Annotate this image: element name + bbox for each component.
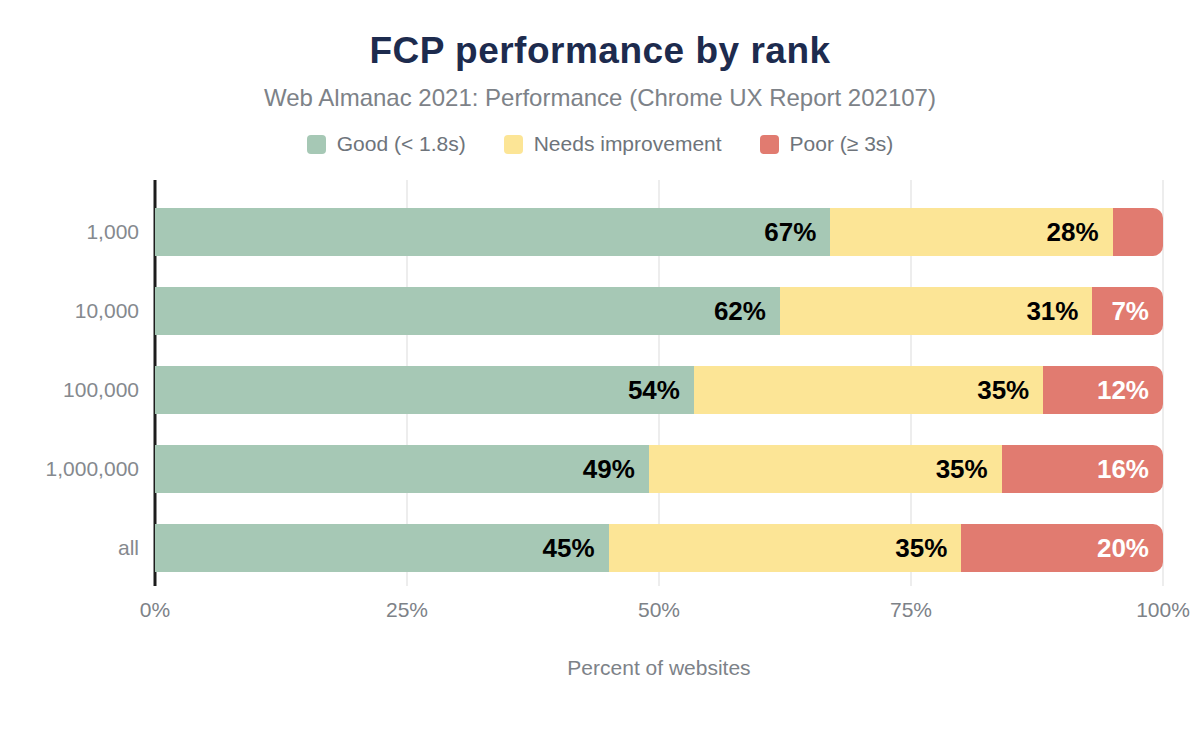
bar-segment: 16% (1002, 445, 1163, 493)
bar-segment: 45% (155, 524, 609, 572)
plot-area: 67% 28% 62% 31% 7% 54% 35% 12% 49% 35% 16% 45% 35% 20… (155, 180, 1163, 586)
x-axis-tick-label: 100% (1136, 598, 1190, 622)
legend-swatch-icon (760, 135, 779, 154)
bar-segment: 67% (155, 208, 830, 256)
x-axis-tick-label: 75% (890, 598, 932, 622)
bar-segment-label: 54% (628, 375, 694, 406)
bar-row: 54% 35% 12% (155, 366, 1163, 414)
bar-segment-label: 49% (583, 454, 649, 485)
x-axis-title: Percent of websites (155, 656, 1163, 680)
bar-segment: 12% (1043, 366, 1163, 414)
legend-item-label: Needs improvement (534, 132, 722, 156)
bar-segment: 35% (609, 524, 962, 572)
y-axis-label: 10,000 (0, 287, 155, 335)
bar-row: 67% 28% (155, 208, 1163, 256)
bar-segment: 35% (649, 445, 1002, 493)
bar-segment-label: 35% (936, 454, 1002, 485)
legend-item: Poor (≥ 3s) (760, 132, 894, 156)
chart-card: FCP performance by rank Web Almanac 2021… (0, 0, 1200, 742)
y-axis-label: 1,000,000 (0, 445, 155, 493)
y-axis-label: 100,000 (0, 366, 155, 414)
legend: Good (< 1.8s) Needs improvement Poor (≥ 3s… (0, 132, 1200, 156)
bar-segment-label: 12% (1097, 375, 1163, 406)
legend-swatch-icon (504, 135, 523, 154)
bar-segment-label: 20% (1097, 533, 1163, 564)
bar-segment: 54% (155, 366, 694, 414)
bar-segment-label: 45% (543, 533, 609, 564)
bar-segment-label: 16% (1097, 454, 1163, 485)
y-axis-labels: 1,000 10,000 100,000 1,000,000 all (0, 180, 155, 586)
y-axis-label: 1,000 (0, 208, 155, 256)
bar-segment (1113, 208, 1163, 256)
bar-segment: 31% (780, 287, 1092, 335)
bar-segment: 35% (694, 366, 1043, 414)
bar-segment-label: 67% (764, 217, 830, 248)
bar-segment: 7% (1092, 287, 1163, 335)
legend-item: Good (< 1.8s) (307, 132, 466, 156)
legend-swatch-icon (307, 135, 326, 154)
y-axis-label: all (0, 524, 155, 572)
x-axis-tick-label: 25% (386, 598, 428, 622)
bar-segment: 49% (155, 445, 649, 493)
bar-segment-label: 35% (895, 533, 961, 564)
bar-segment: 28% (830, 208, 1112, 256)
legend-item-label: Good (< 1.8s) (337, 132, 466, 156)
chart-subtitle: Web Almanac 2021: Performance (Chrome UX… (0, 84, 1200, 112)
x-axis-ticks: 0%25%50%75%100% (155, 598, 1163, 628)
bar-segment-label: 62% (714, 296, 780, 327)
bar-segment-label: 28% (1047, 217, 1113, 248)
bar-segment-label: 35% (977, 375, 1043, 406)
legend-item: Needs improvement (504, 132, 722, 156)
legend-item-label: Poor (≥ 3s) (790, 132, 894, 156)
chart-area: 1,000 10,000 100,000 1,000,000 all 67% 28% 62%… (0, 180, 1200, 680)
bar-segment: 20% (961, 524, 1163, 572)
bar-segment-label: 31% (1026, 296, 1092, 327)
bar-row: 49% 35% 16% (155, 445, 1163, 493)
x-axis-tick-label: 0% (140, 598, 170, 622)
chart-title: FCP performance by rank (0, 30, 1200, 72)
bar-segment: 62% (155, 287, 780, 335)
bar-segment-label: 7% (1111, 296, 1163, 327)
x-axis-tick-label: 50% (638, 598, 680, 622)
bar-row: 62% 31% 7% (155, 287, 1163, 335)
bar-row: 45% 35% 20% (155, 524, 1163, 572)
